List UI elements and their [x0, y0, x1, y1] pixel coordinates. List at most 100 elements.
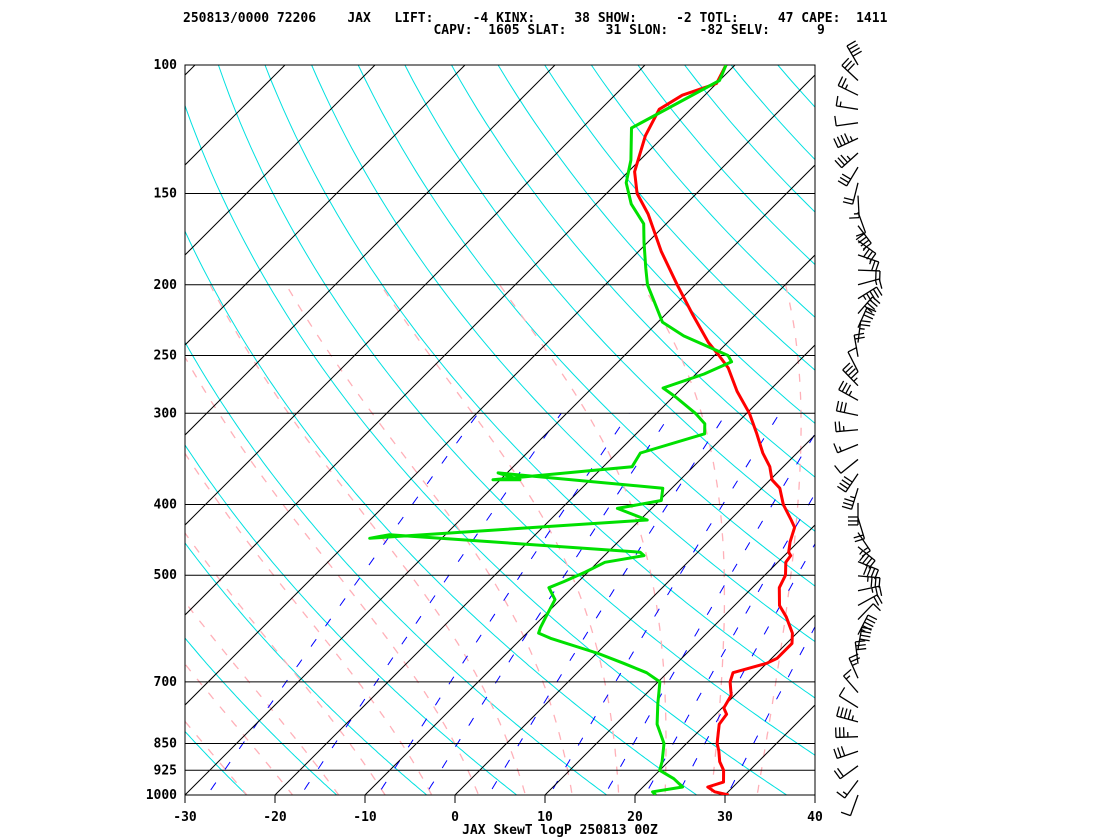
wind-barb-staff — [857, 627, 863, 650]
temperature-tick-label: -30 — [173, 810, 197, 825]
isotherms — [185, 65, 815, 795]
wind-barb-flag — [840, 154, 849, 163]
wind-barb-staff — [839, 765, 859, 780]
wind-barb-flag — [852, 662, 858, 667]
wind-barb-flag — [860, 324, 871, 327]
wind-barb-flag — [852, 50, 862, 57]
dry-adiabat-460 — [856, 49, 1120, 811]
wind-barb-flag — [858, 236, 867, 244]
wind-barb-flag — [874, 569, 880, 580]
wind-barb-flag — [866, 250, 874, 260]
wind-barb-flag — [841, 173, 852, 180]
wind-barb-flag — [874, 279, 878, 286]
isotherm--100 — [185, 65, 286, 166]
wind-barb-flag — [841, 505, 852, 510]
wind-barb-flag — [869, 290, 876, 301]
wind-barb-staff — [836, 122, 859, 127]
pressure-tick-label: 850 — [154, 736, 178, 751]
wind-barb-flag — [835, 95, 839, 106]
temperature-tick-label: 20 — [627, 810, 643, 825]
wind-barb-flag — [860, 239, 870, 247]
mixing-ratio-8 — [549, 413, 781, 795]
wind-barb-staff — [836, 410, 859, 417]
dry-adiabat-370 — [450, 65, 815, 478]
dry-adiabat-380 — [497, 65, 815, 425]
wind-barb-flag — [865, 617, 876, 624]
mixing-ratio-16 — [644, 492, 815, 795]
wind-barbs — [833, 40, 883, 817]
temperature-tick-label: -10 — [353, 810, 377, 825]
wind-barb-flag — [862, 248, 870, 258]
wind-barb-flag — [855, 233, 865, 241]
wind-barb-flag — [854, 538, 865, 543]
wind-barb-flag — [850, 371, 859, 379]
wind-barb-flag — [839, 707, 844, 718]
wind-barb-flag — [842, 201, 853, 205]
moist-adiabat--10 — [185, 601, 340, 795]
dry-adiabat-270 — [185, 542, 428, 795]
pressure-tick-label: 925 — [154, 763, 177, 778]
wind-barb-flag — [833, 443, 839, 453]
wind-barb-staff — [837, 84, 859, 96]
wind-barb-flag — [863, 565, 868, 575]
wind-barb-flag — [874, 261, 880, 272]
pressure-tick-label: 300 — [154, 406, 178, 421]
isotherm-10 — [544, 524, 815, 795]
plot-frame — [184, 64, 816, 796]
dry-adiabat-280 — [185, 444, 518, 795]
isotherm--60 — [185, 65, 646, 526]
wind-barb-flag — [837, 157, 846, 166]
wind-barb-flag — [874, 577, 877, 588]
wind-barb-flag — [860, 320, 871, 323]
wind-barb-flag — [833, 138, 839, 148]
wind-barb-staff — [857, 594, 878, 607]
wind-barb-flag — [844, 133, 850, 143]
wind-barb-flag — [837, 485, 847, 493]
wind-barb-flag — [871, 260, 876, 271]
wind-barb-flag — [863, 314, 874, 320]
wind-barb-flag — [836, 136, 843, 147]
isotherm-20 — [634, 614, 815, 795]
header-line-2: CAPV: 1605 SLAT: 31 SLON: -82 SELV: 9 — [183, 23, 825, 38]
dry-adiabat-310 — [185, 104, 788, 795]
temperature-tick-label: 40 — [807, 810, 823, 825]
moist-adiabat--5 — [185, 531, 386, 795]
wind-barb-staff — [857, 561, 879, 571]
isotherm--80 — [185, 65, 466, 346]
wind-barb-flag — [866, 292, 873, 303]
isobars — [184, 64, 816, 796]
wind-barb-flag — [840, 746, 846, 757]
isotherm-30 — [724, 704, 815, 795]
temperature-profile — [633, 65, 797, 795]
wind-barb-flag — [868, 560, 876, 569]
wind-barb-flag — [848, 43, 858, 50]
mixing-ratio-1 — [300, 413, 562, 795]
wind-barb-staff — [840, 458, 859, 474]
wind-barb-flag — [845, 384, 852, 394]
wind-barb-flag — [835, 400, 840, 411]
temperature-tick-label: 0 — [451, 810, 459, 825]
wind-barb-staff — [846, 45, 859, 66]
pressure-tick-label: 150 — [154, 187, 178, 202]
wind-barb-flag — [876, 286, 883, 296]
wind-barb-staff — [857, 254, 880, 263]
wind-barb-flag — [875, 586, 879, 597]
wind-barb-flag — [846, 155, 851, 161]
wind-barb-staff — [857, 603, 874, 621]
wind-barb-staff — [846, 166, 859, 187]
wind-barb-flag — [839, 101, 842, 107]
wind-barb-flag — [853, 534, 864, 539]
dry-adiabats — [185, 49, 1120, 811]
moist-adiabat-25 — [499, 284, 667, 795]
wind-barb-staff — [841, 64, 859, 81]
wind-barb-flag — [850, 47, 860, 54]
wind-barb-flag — [878, 577, 881, 588]
wind-barb-staff — [836, 105, 859, 110]
wind-barb-flag — [878, 586, 883, 597]
mixing-ratio-5 — [487, 413, 727, 795]
wind-barb-staff — [857, 575, 880, 579]
moist-adiabat--15 — [185, 663, 294, 795]
wind-barb-flag — [862, 625, 872, 631]
